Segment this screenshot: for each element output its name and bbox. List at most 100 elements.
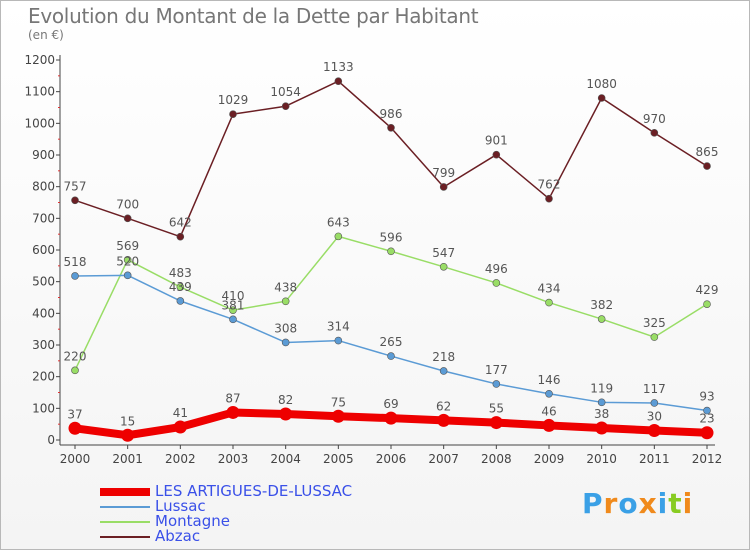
data-label-les-artigues-de-lussac: 23 [699, 412, 714, 426]
y-tick-label: 1000 [24, 116, 55, 130]
data-point-abzac [597, 94, 606, 102]
data-label-lussac: 520 [116, 254, 139, 268]
data-point-montagne [123, 256, 132, 264]
x-tick-label: 2012 [692, 452, 723, 466]
data-label-lussac: 265 [380, 335, 403, 349]
x-tick-label: 2011 [639, 452, 670, 466]
legend-item-les-artigues-de-lussac: LES ARTIGUES-DE-LUSSAC [100, 483, 400, 499]
data-point-les-artigues-de-lussac [700, 426, 714, 440]
x-tick-label: 2009 [534, 452, 565, 466]
data-label-lussac: 439 [169, 280, 192, 294]
data-label-les-artigues-de-lussac: 75 [331, 395, 346, 409]
data-point-montagne [334, 232, 343, 241]
data-point-montagne [176, 283, 185, 291]
data-point-abzac [650, 129, 659, 137]
data-label-abzac: 970 [643, 112, 666, 126]
logo-letter: i [682, 487, 694, 520]
logo-letter: P [582, 487, 604, 520]
legend-item-lussac: Lussac [100, 497, 400, 515]
data-point-abzac [545, 194, 553, 203]
x-tick-label: 2005 [323, 452, 354, 466]
data-label-abzac: 1080 [586, 77, 617, 91]
data-label-lussac: 177 [485, 363, 508, 377]
data-point-les-artigues-de-lussac [647, 424, 661, 437]
data-point-les-artigues-de-lussac [279, 407, 293, 421]
data-label-montagne: 438 [274, 280, 297, 294]
chart-subtitle: (en €) [28, 28, 64, 42]
y-tick-label: 600 [32, 243, 55, 257]
logo-letter: o [618, 487, 639, 520]
data-point-lussac [281, 338, 290, 347]
legend-swatch [100, 506, 150, 508]
data-point-montagne [545, 298, 553, 307]
data-point-les-artigues-de-lussac [226, 405, 240, 419]
y-tick-label: 700 [32, 211, 55, 225]
logo-letter: r [603, 487, 619, 520]
data-label-montagne: 410 [222, 289, 245, 303]
data-point-lussac [71, 272, 79, 280]
data-label-abzac: 901 [485, 134, 508, 148]
chart-title: Evolution du Montant de la Dette par Hab… [28, 4, 479, 28]
x-tick-label: 2004 [270, 452, 301, 466]
legend-swatch [100, 488, 150, 496]
data-label-les-artigues-de-lussac: 55 [489, 402, 504, 416]
data-point-montagne [387, 247, 395, 256]
y-tick-label: 1200 [24, 53, 55, 67]
data-label-abzac: 762 [538, 178, 561, 192]
data-point-lussac [492, 380, 501, 388]
data-label-montagne: 596 [380, 230, 403, 244]
data-point-montagne [703, 300, 711, 308]
legend-item-montagne: Montagne [100, 512, 400, 530]
data-label-abzac: 1133 [323, 60, 354, 74]
legend-label: Lussac [155, 497, 206, 515]
data-point-les-artigues-de-lussac [437, 413, 451, 427]
data-point-lussac [597, 398, 606, 407]
legend-item-abzac: Abzac [100, 528, 400, 544]
data-label-abzac: 700 [116, 197, 139, 211]
y-tick-label: 400 [32, 306, 55, 320]
y-tick-label: 1100 [24, 85, 55, 99]
data-label-abzac: 757 [64, 179, 87, 193]
data-label-abzac: 986 [380, 107, 403, 121]
data-label-abzac: 1054 [270, 85, 301, 99]
data-point-lussac [703, 406, 711, 415]
x-tick-label: 2010 [586, 452, 617, 466]
data-label-montagne: 496 [485, 262, 508, 276]
data-label-montagne: 382 [590, 298, 613, 312]
data-point-abzac [439, 183, 448, 191]
data-point-lussac [176, 297, 185, 305]
data-point-abzac [229, 110, 237, 118]
data-label-lussac: 308 [274, 321, 297, 335]
x-tick-label: 2000 [60, 452, 91, 466]
data-label-les-artigues-de-lussac: 30 [647, 410, 662, 424]
data-point-montagne [492, 279, 501, 287]
data-point-lussac [650, 399, 659, 407]
x-tick-label: 2006 [376, 452, 407, 466]
legend-label: Montagne [155, 512, 230, 530]
data-label-lussac: 119 [590, 381, 613, 395]
data-point-lussac [545, 389, 553, 398]
data-label-montagne: 483 [169, 266, 192, 280]
logo-letter: x [638, 487, 658, 520]
logo-letter: t [668, 487, 683, 520]
data-point-abzac [123, 214, 132, 223]
data-point-lussac [229, 315, 237, 324]
data-label-les-artigues-de-lussac: 46 [541, 404, 556, 418]
data-point-les-artigues-de-lussac [489, 416, 503, 430]
data-point-abzac [492, 150, 501, 159]
y-tick-label: 800 [32, 180, 55, 194]
x-tick-label: 2008 [481, 452, 512, 466]
data-label-abzac: 642 [169, 216, 192, 230]
data-label-montagne: 325 [643, 316, 666, 330]
data-label-lussac: 93 [699, 390, 714, 404]
data-label-montagne: 434 [538, 282, 561, 296]
logo-letter: i [657, 487, 669, 520]
data-point-lussac [387, 352, 395, 360]
data-label-abzac: 865 [696, 145, 719, 159]
data-point-abzac [71, 196, 79, 205]
y-tick-label: 900 [32, 148, 55, 162]
legend-swatch [100, 536, 150, 538]
data-point-lussac [123, 271, 132, 280]
data-label-les-artigues-de-lussac: 15 [120, 414, 135, 428]
data-point-lussac [334, 336, 343, 345]
